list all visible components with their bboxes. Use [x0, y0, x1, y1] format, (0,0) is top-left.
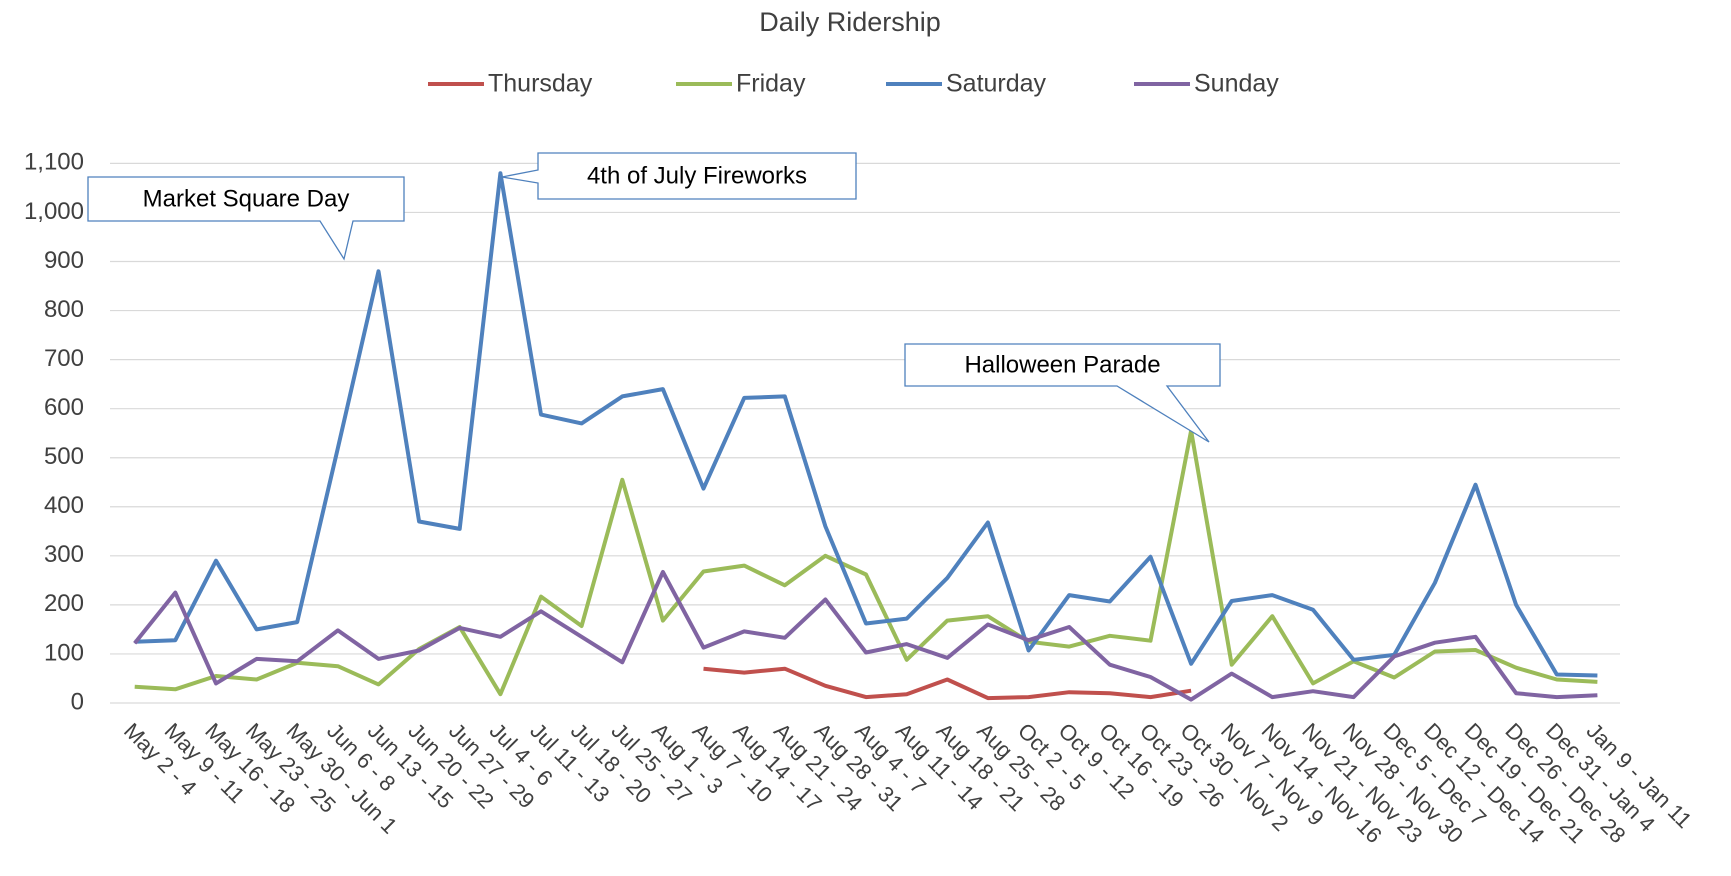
y-tick-label: 300 [44, 541, 84, 568]
series-line [133, 570, 1598, 702]
y-tick-label: 600 [44, 394, 84, 421]
y-tick-label: 500 [44, 443, 84, 470]
legend-label: Saturday [946, 70, 1047, 98]
y-tick-label: 900 [44, 247, 84, 274]
legend-label: Friday [736, 70, 806, 98]
y-tick-label: 100 [44, 639, 84, 666]
series-line [703, 666, 1192, 701]
y-tick-label: 1,100 [24, 149, 84, 176]
y-tick-label: 1,000 [24, 198, 84, 225]
chart-title: Daily Ridership [759, 7, 941, 37]
annotation-text: 4th of July Fireworks [587, 162, 807, 189]
series-line [134, 171, 1598, 678]
y-tick-label: 700 [44, 345, 84, 372]
annotation-text: Halloween Parade [964, 351, 1160, 378]
y-tick-label: 400 [44, 492, 84, 519]
legend-label: Thursday [488, 70, 593, 98]
annotation-callout [904, 343, 1221, 443]
series-line [134, 428, 1598, 697]
y-tick-label: 800 [44, 296, 84, 323]
annotation-text: Market Square Day [143, 185, 350, 212]
annotation-callout [501, 152, 857, 200]
legend-label: Sunday [1194, 70, 1279, 98]
y-tick-label: 0 [71, 688, 84, 715]
annotation-callout [87, 176, 405, 261]
y-tick-label: 200 [44, 590, 84, 617]
